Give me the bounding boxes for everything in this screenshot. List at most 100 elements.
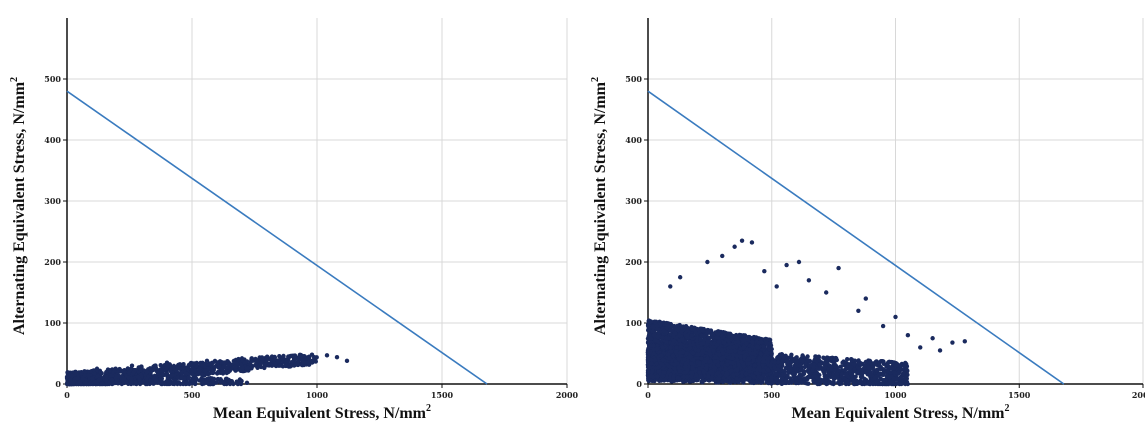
- data-point: [116, 374, 121, 379]
- limit-line: [66, 90, 488, 385]
- data-point: [268, 357, 274, 363]
- data-point: [306, 356, 311, 361]
- data-point: [161, 372, 166, 378]
- data-point: [82, 373, 88, 378]
- data-point: [224, 365, 230, 370]
- data-point: [189, 371, 195, 376]
- data-point: [646, 323, 651, 328]
- data-point: [705, 329, 710, 334]
- x-tick-label: 0: [645, 390, 651, 400]
- data-point: [144, 381, 150, 387]
- data-point: [344, 358, 350, 364]
- data-point: [716, 339, 722, 344]
- data-point: [147, 366, 153, 371]
- data-point: [672, 330, 678, 336]
- data-point: [207, 371, 212, 376]
- data-point: [737, 350, 742, 355]
- scatter-series: [645, 238, 967, 387]
- data-point: [215, 376, 221, 382]
- x-tick-label: 1500: [1008, 390, 1031, 400]
- data-point: [838, 364, 843, 369]
- data-point: [651, 333, 657, 338]
- y-axis-label-text: Alternating Equivalent Stress, N/mm: [11, 81, 28, 335]
- data-point: [295, 361, 300, 366]
- x-axis-label: Mean Equivalent Stress, N/mm2: [213, 403, 431, 422]
- data-point: [750, 339, 755, 345]
- data-point: [253, 362, 258, 368]
- data-point: [735, 339, 741, 344]
- data-point: [742, 333, 748, 338]
- data-point: [334, 354, 340, 360]
- data-point: [238, 381, 244, 386]
- data-point: [689, 333, 695, 338]
- data-point: [714, 335, 720, 340]
- data-point: [224, 369, 229, 374]
- data-point: [203, 368, 208, 373]
- data-point: [109, 377, 115, 383]
- data-point: [665, 336, 671, 341]
- data-point: [269, 354, 275, 359]
- data-point: [653, 338, 658, 343]
- data-point: [96, 377, 102, 383]
- data-point: [222, 381, 227, 387]
- data-point: [239, 356, 245, 361]
- data-point: [104, 381, 109, 387]
- data-point: [100, 381, 105, 386]
- data-point: [204, 358, 210, 364]
- data-point: [227, 379, 232, 384]
- data-point: [125, 366, 130, 371]
- data-point: [187, 362, 193, 367]
- data-point: [152, 363, 157, 369]
- y-tick-label: 300: [625, 196, 642, 206]
- data-point: [158, 363, 163, 368]
- data-point: [126, 375, 131, 380]
- data-point: [64, 374, 70, 380]
- data-point: [772, 359, 777, 365]
- data-point: [689, 325, 694, 331]
- data-point: [121, 369, 126, 374]
- y-tick-label: 500: [625, 74, 642, 84]
- data-point: [138, 380, 143, 385]
- x-tick-label: 500: [184, 390, 201, 400]
- data-point: [139, 374, 144, 379]
- x-tick-label: 1000: [884, 390, 907, 400]
- data-point: [121, 380, 126, 385]
- data-point: [793, 380, 799, 386]
- data-point: [898, 367, 904, 372]
- data-point: [174, 368, 179, 373]
- data-point: [109, 373, 114, 379]
- data-point: [179, 375, 184, 380]
- data-point: [206, 366, 211, 372]
- data-point: [121, 377, 127, 382]
- data-point: [165, 379, 171, 385]
- x-tick-label: 1500: [431, 390, 454, 400]
- data-point: [159, 378, 164, 383]
- y-tick-label: 100: [625, 318, 642, 328]
- data-point: [715, 331, 721, 337]
- data-point: [197, 369, 202, 375]
- data-point: [209, 361, 214, 366]
- data-point: [700, 328, 705, 333]
- y-tick-label: 0: [636, 379, 642, 389]
- data-point: [175, 375, 181, 380]
- data-point: [90, 376, 95, 381]
- data-point: [656, 330, 661, 336]
- y-tick-label: 200: [44, 257, 61, 267]
- data-point: [301, 360, 306, 365]
- data-point: [183, 371, 189, 376]
- data-point: [216, 364, 222, 369]
- data-point: [269, 363, 275, 368]
- x-tick-label: 2000: [556, 390, 579, 400]
- data-point: [783, 366, 788, 371]
- data-point: [741, 344, 747, 350]
- y-tick-label: 0: [55, 379, 61, 389]
- data-point: [685, 333, 690, 338]
- data-point: [764, 341, 770, 346]
- data-point: [104, 369, 109, 375]
- y-tick-label: 100: [44, 318, 61, 328]
- data-point: [648, 319, 654, 324]
- grid: [67, 18, 568, 384]
- data-point: [698, 337, 703, 342]
- data-point: [236, 356, 241, 362]
